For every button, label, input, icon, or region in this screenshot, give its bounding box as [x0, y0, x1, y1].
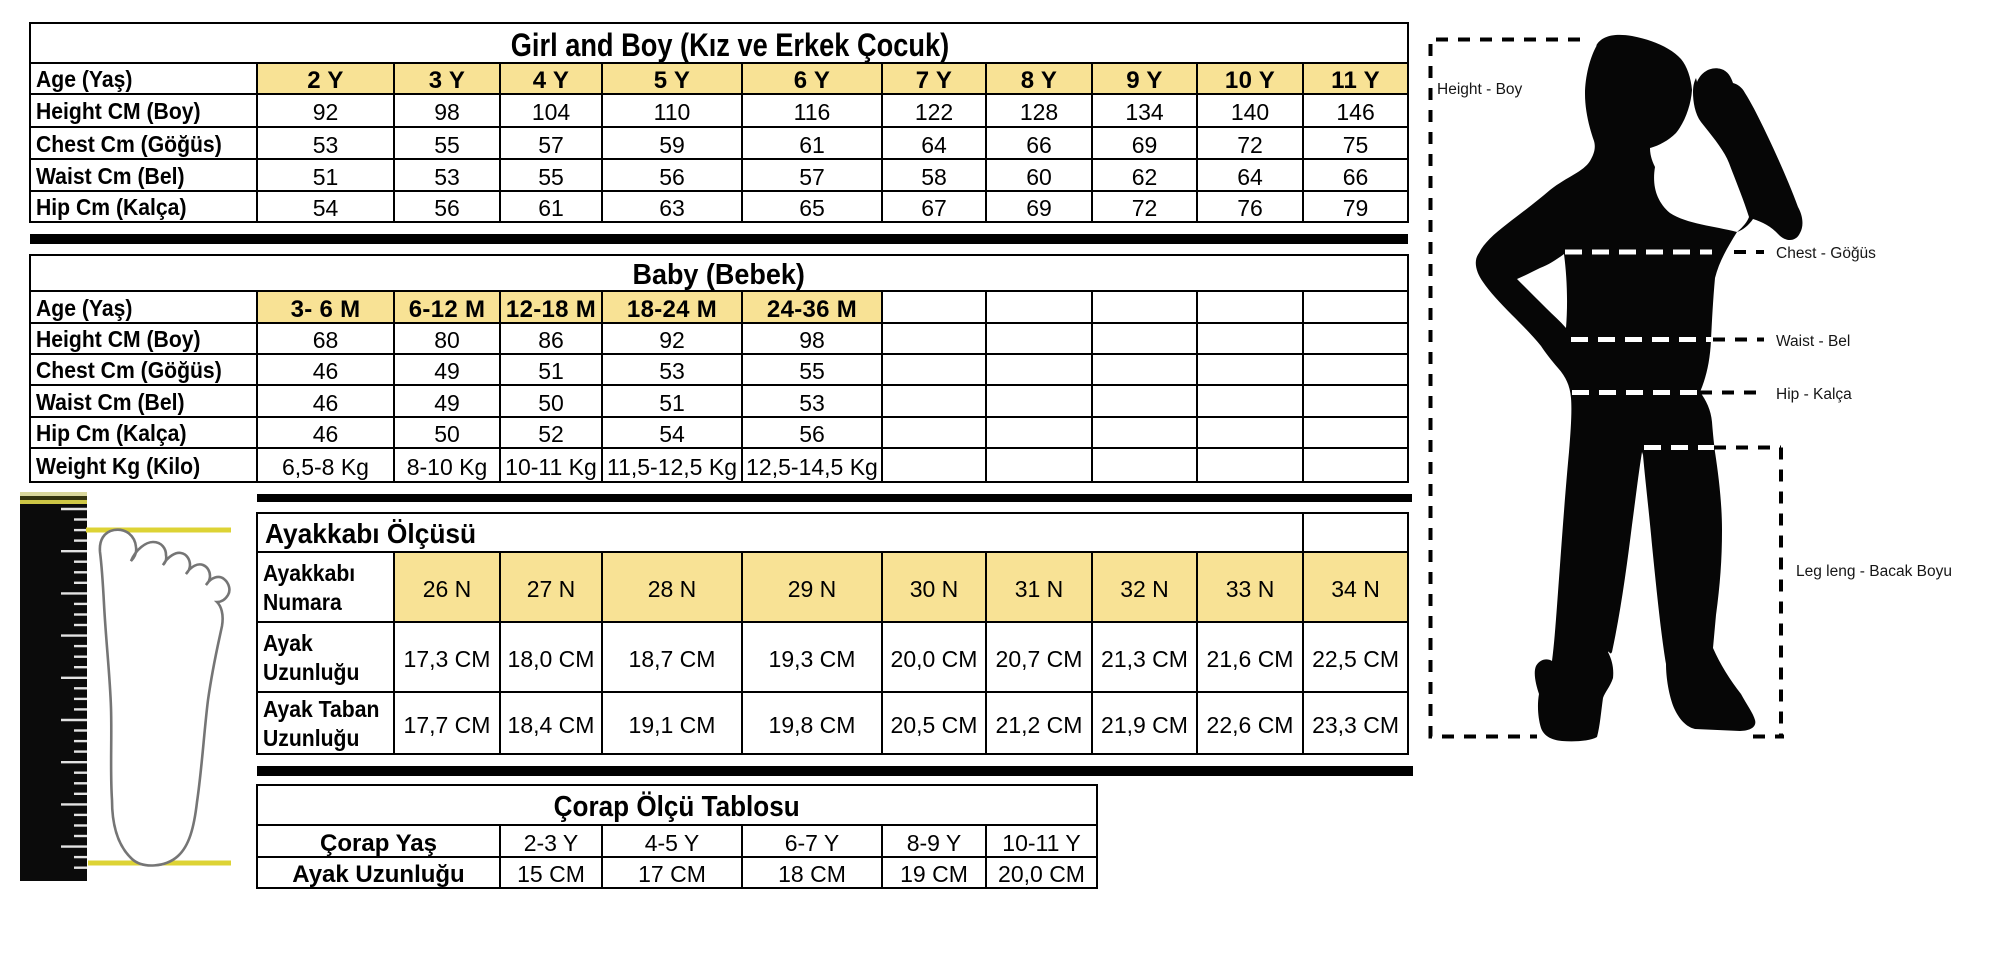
- svg-text:Waist - Bel: Waist - Bel: [1776, 333, 1850, 350]
- svg-text:Hip - Kalça: Hip - Kalça: [1776, 386, 1852, 403]
- svg-text:Leg leng - Bacak Boyu: Leg leng - Bacak Boyu: [1796, 563, 1952, 580]
- svg-text:Height - Boy: Height - Boy: [1437, 81, 1523, 98]
- svg-text:Chest - Göğüs: Chest - Göğüs: [1776, 245, 1876, 262]
